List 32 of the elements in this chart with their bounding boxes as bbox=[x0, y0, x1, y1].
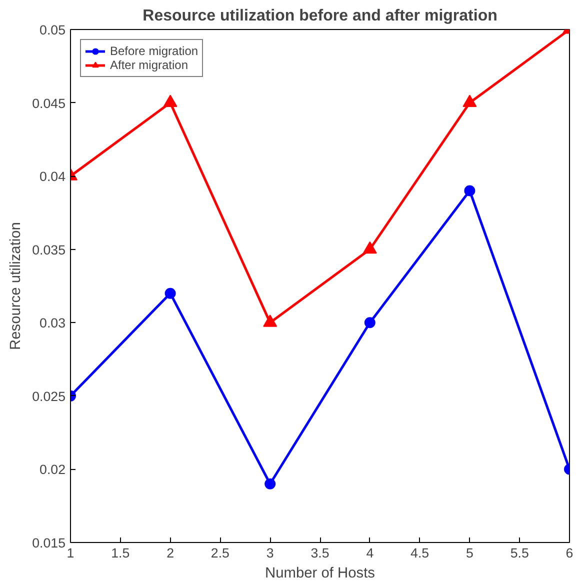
point bbox=[464, 185, 476, 196]
x-tick-label: 6 bbox=[566, 546, 574, 560]
legend-label: After migration bbox=[110, 58, 188, 72]
point bbox=[163, 94, 178, 108]
point bbox=[462, 94, 477, 108]
y-tick-label: 0.045 bbox=[32, 96, 66, 111]
x-tick-label: 4.5 bbox=[410, 546, 430, 560]
x-tick-label: 3.5 bbox=[310, 546, 330, 560]
point bbox=[364, 317, 376, 328]
x-tick-label: 2 bbox=[166, 546, 174, 560]
x-tick-label: 5 bbox=[466, 546, 474, 560]
chart-title: Resource utilization before and after migration bbox=[142, 8, 498, 24]
x-tick-label: 3 bbox=[266, 546, 274, 560]
legend-label: Before migration bbox=[110, 44, 198, 58]
x-axis-title: Number of Hosts bbox=[265, 566, 375, 582]
y-tick-label: 0.015 bbox=[32, 536, 66, 550]
y-tick-label: 0.05 bbox=[40, 22, 66, 38]
x-tick-label: 4 bbox=[366, 546, 374, 560]
point bbox=[362, 241, 377, 254]
point bbox=[164, 288, 176, 299]
point bbox=[263, 314, 278, 327]
x-tick-label: 5.5 bbox=[510, 546, 529, 560]
x-tick-label: 1.5 bbox=[111, 546, 130, 560]
y-tick-label: 0.035 bbox=[32, 242, 66, 258]
y-axis-title: Resource utilization bbox=[8, 222, 24, 350]
y-tick-label: 0.03 bbox=[40, 316, 66, 331]
y-tick-label: 0.04 bbox=[40, 169, 66, 184]
x-tick-label: 2.5 bbox=[210, 546, 230, 560]
point bbox=[264, 478, 276, 490]
y-tick-label: 0.02 bbox=[40, 462, 66, 478]
x-tick-label: 1 bbox=[66, 546, 74, 560]
y-tick-label: 0.025 bbox=[32, 388, 66, 404]
